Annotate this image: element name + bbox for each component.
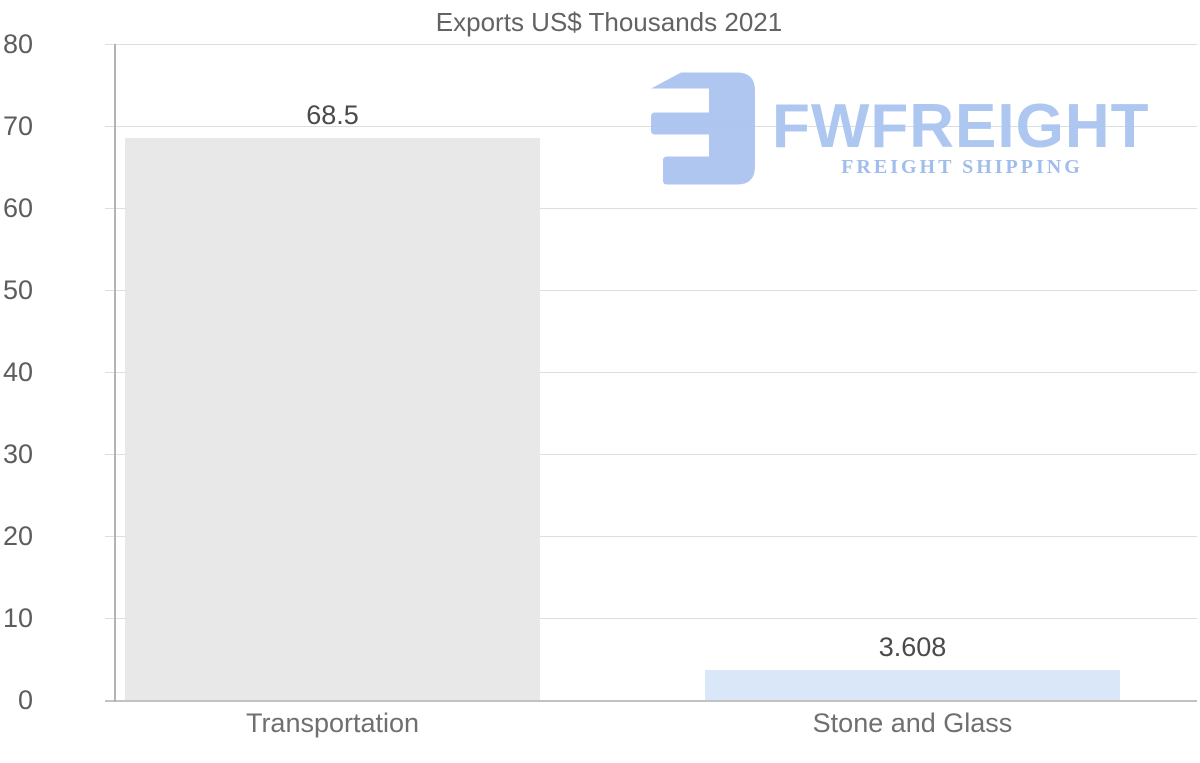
value-label-transportation: 68.5 bbox=[306, 100, 359, 131]
bar-stone-and-glass[interactable] bbox=[705, 670, 1120, 700]
y-axis-label-10: 10 bbox=[2, 603, 33, 633]
y-axis-label-20: 20 bbox=[2, 521, 33, 551]
category-label-transportation: Transportation bbox=[245, 708, 420, 738]
fwfreight-logo-icon bbox=[651, 72, 755, 185]
chart-title: Exports US$ Thousands 2021 bbox=[435, 7, 783, 37]
category-label-stone-and-glass: Stone and Glass bbox=[812, 708, 1013, 738]
brand-tagline: FREIGHT SHIPPING bbox=[841, 156, 1083, 178]
gridline-30 bbox=[105, 454, 1197, 455]
y-axis-label-0: 0 bbox=[17, 685, 33, 715]
y-axis-label-30: 30 bbox=[2, 439, 33, 469]
y-axis-label-40: 40 bbox=[2, 357, 33, 387]
gridline-60 bbox=[105, 208, 1197, 209]
gridline-40 bbox=[105, 372, 1197, 373]
y-axis-line bbox=[114, 44, 116, 702]
brand-wordmark: FWFREIGHT bbox=[772, 92, 1150, 161]
y-axis-label-80: 80 bbox=[2, 29, 33, 59]
y-axis-label-50: 50 bbox=[2, 275, 33, 305]
gridline-10 bbox=[105, 618, 1197, 619]
value-label-stone-and-glass: 3.608 bbox=[878, 632, 947, 663]
y-axis-label-60: 60 bbox=[2, 193, 33, 223]
bar-transportation[interactable] bbox=[125, 138, 540, 700]
gridline-50 bbox=[105, 290, 1197, 291]
x-axis-baseline bbox=[105, 700, 1197, 702]
gridline-80 bbox=[105, 44, 1197, 45]
fwfreight-logo-icon-path bbox=[651, 72, 755, 185]
y-axis-label-70: 70 bbox=[2, 111, 33, 141]
gridline-20 bbox=[105, 536, 1197, 537]
